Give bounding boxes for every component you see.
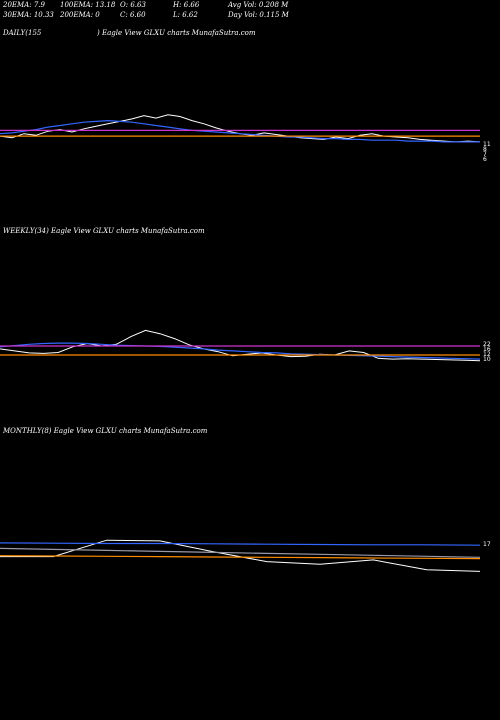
monthly-series-3 <box>0 547 481 558</box>
daily-panel-label: DAILY(155 <box>3 29 42 37</box>
monthly-chart: 17 <box>0 539 491 572</box>
header-row1-20ema: 20EMA: 7.9 <box>3 1 45 9</box>
monthly-series-1 <box>0 542 481 546</box>
header-row2-low: L: 6.62 <box>173 11 198 19</box>
daily-series-1 <box>0 119 480 143</box>
header-row1-open: O: 6.63 <box>120 1 146 9</box>
daily-tick-label: 8 <box>483 146 487 153</box>
daily-tick-label: 11 <box>483 141 491 148</box>
header-row1-avgvol: Avg Vol: 0.208 M <box>228 1 289 9</box>
header-row1-100ema: 100EMA: 13.18 <box>60 1 116 9</box>
weekly-tick-label: 16 <box>483 346 491 353</box>
weekly-panel-label: WEEKLY(34) Eagle View GLXU charts Munafa… <box>3 227 205 235</box>
header-row1-high: H: 6.66 <box>173 1 200 9</box>
weekly-tick-label: 22 <box>483 341 491 348</box>
daily-tick-label: 6 <box>483 156 487 163</box>
header-row2-dayvol: Day Vol: 0.115 M <box>228 11 289 19</box>
daily-tick-label: 7 <box>483 151 487 158</box>
daily-series-0 <box>0 114 481 143</box>
weekly-series-1 <box>0 342 481 360</box>
header-row2-close: C: 6.60 <box>120 11 146 19</box>
daily-panel-title: ) Eagle View GLXU charts MunafaSutra.com <box>97 29 256 37</box>
weekly-tick-label: 10 <box>483 356 491 363</box>
monthly-series-2 <box>0 555 481 560</box>
weekly-tick-label: 12 <box>483 351 491 358</box>
monthly-panel-label: MONTHLY(8) Eagle View GLXU charts Munafa… <box>3 427 208 435</box>
header-row2-200ema: 200EMA: 0 <box>60 11 100 19</box>
header-row2-30ema: 30EMA: 10.33 <box>3 11 54 19</box>
monthly-tick-label: 17 <box>483 541 491 548</box>
